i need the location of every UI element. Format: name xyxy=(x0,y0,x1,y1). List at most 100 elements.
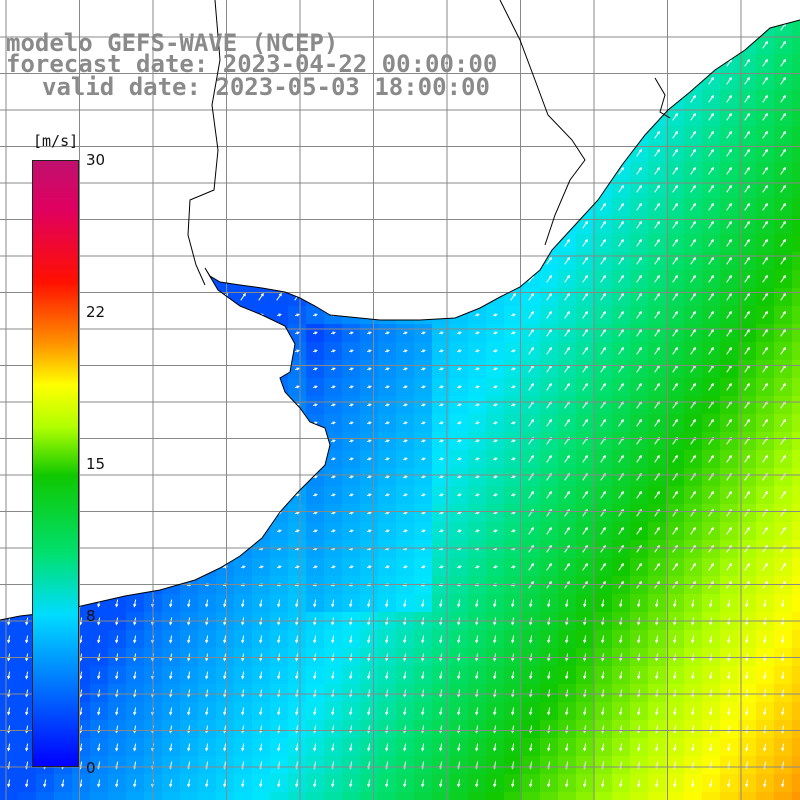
wind-arrow xyxy=(654,238,660,247)
wind-arrow xyxy=(313,707,317,716)
wind-arrow xyxy=(312,331,318,335)
wind-arrow xyxy=(402,349,408,353)
wind-arrow xyxy=(259,707,263,716)
wind-arrow xyxy=(402,292,408,301)
wind-arrow xyxy=(294,349,300,353)
wind-arrow xyxy=(60,148,66,157)
wind-arrow xyxy=(690,454,696,463)
wind-arrow xyxy=(24,349,30,353)
wind-arrow xyxy=(528,526,534,535)
wind-arrow xyxy=(402,148,408,157)
wind-arrow xyxy=(420,385,426,389)
colorbar-tick: 15 xyxy=(86,455,106,473)
wind-arrow xyxy=(654,148,660,157)
wind-arrow xyxy=(439,779,443,788)
wind-arrow xyxy=(672,130,678,139)
wind-arrow xyxy=(546,58,552,67)
wind-arrow xyxy=(114,238,120,247)
wind-arrow xyxy=(762,94,768,103)
wind-arrow xyxy=(348,349,354,353)
wind-arrow xyxy=(276,493,282,497)
wind-arrow xyxy=(600,76,606,85)
wind-arrow xyxy=(708,310,714,319)
wind-arrow xyxy=(259,671,263,680)
wind-arrow xyxy=(366,367,372,371)
wind-arrow xyxy=(475,689,479,698)
wind-arrow xyxy=(564,454,570,463)
wind-arrow xyxy=(618,490,624,499)
wind-arrow xyxy=(511,671,515,680)
wind-arrow xyxy=(61,779,65,788)
wind-arrow xyxy=(762,544,768,553)
wind-arrow xyxy=(510,493,516,497)
wind-arrow xyxy=(456,292,462,301)
wind-arrow xyxy=(169,635,173,644)
wind-arrow xyxy=(726,526,732,535)
wind-arrow xyxy=(474,4,480,13)
wind-arrow xyxy=(727,743,731,752)
wind-arrow xyxy=(781,671,785,680)
wind-arrow xyxy=(762,454,768,463)
wind-arrow xyxy=(528,418,534,427)
wind-arrow xyxy=(762,202,768,211)
wind-arrow xyxy=(726,4,732,13)
wind-arrow xyxy=(456,166,462,175)
wind-arrow xyxy=(240,421,246,425)
wind-arrow xyxy=(510,94,516,103)
wind-arrow xyxy=(582,22,588,31)
wind-arrow xyxy=(511,779,515,788)
wind-arrow xyxy=(204,349,210,353)
wind-arrow xyxy=(528,256,534,265)
wind-arrow xyxy=(672,220,678,229)
wind-arrow xyxy=(385,599,389,608)
wind-arrow xyxy=(366,313,372,317)
wind-arrow xyxy=(277,599,281,608)
wind-arrow xyxy=(24,166,30,175)
wind-arrow xyxy=(186,148,192,157)
wind-arrow xyxy=(547,689,551,698)
wind-arrow xyxy=(619,635,623,644)
wind-arrow xyxy=(690,4,696,13)
wind-arrow xyxy=(654,112,660,121)
wind-arrow xyxy=(385,707,389,716)
wind-arrow xyxy=(726,490,732,499)
wind-arrow xyxy=(114,367,120,371)
wind-arrow xyxy=(403,635,407,644)
wind-arrow xyxy=(330,529,336,533)
wind-arrow xyxy=(600,328,606,337)
wind-arrow xyxy=(546,562,552,571)
wind-arrow xyxy=(474,40,480,49)
wind-arrow xyxy=(6,220,12,229)
wind-arrow xyxy=(402,475,408,479)
wind-arrow xyxy=(636,454,642,463)
wind-arrow xyxy=(492,439,498,443)
wind-arrow xyxy=(474,367,480,371)
wind-arrow xyxy=(24,220,30,229)
wind-arrow xyxy=(312,385,318,389)
wind-arrow xyxy=(420,274,426,283)
wind-arrow xyxy=(25,743,29,752)
wind-arrow xyxy=(601,671,605,680)
wind-arrow xyxy=(277,707,281,716)
wind-arrow xyxy=(258,367,264,371)
wind-arrow xyxy=(474,292,480,301)
wind-arrow xyxy=(438,403,444,407)
wind-arrow xyxy=(564,202,570,211)
wind-arrow xyxy=(493,743,497,752)
wind-arrow xyxy=(636,346,642,355)
wind-arrow xyxy=(420,367,426,371)
wind-arrow xyxy=(6,148,12,157)
wind-arrow xyxy=(24,439,30,443)
wind-arrow xyxy=(546,94,552,103)
wind-arrow xyxy=(546,382,552,391)
wind-arrow xyxy=(132,439,138,443)
wind-arrow xyxy=(24,511,30,515)
wind-arrow xyxy=(618,76,624,85)
wind-arrow xyxy=(636,112,642,121)
wind-arrow xyxy=(294,256,300,265)
wind-arrow xyxy=(726,166,732,175)
wind-arrow xyxy=(744,76,750,85)
wind-arrow xyxy=(96,292,102,301)
wind-arrow xyxy=(636,184,642,193)
wind-arrow xyxy=(744,130,750,139)
